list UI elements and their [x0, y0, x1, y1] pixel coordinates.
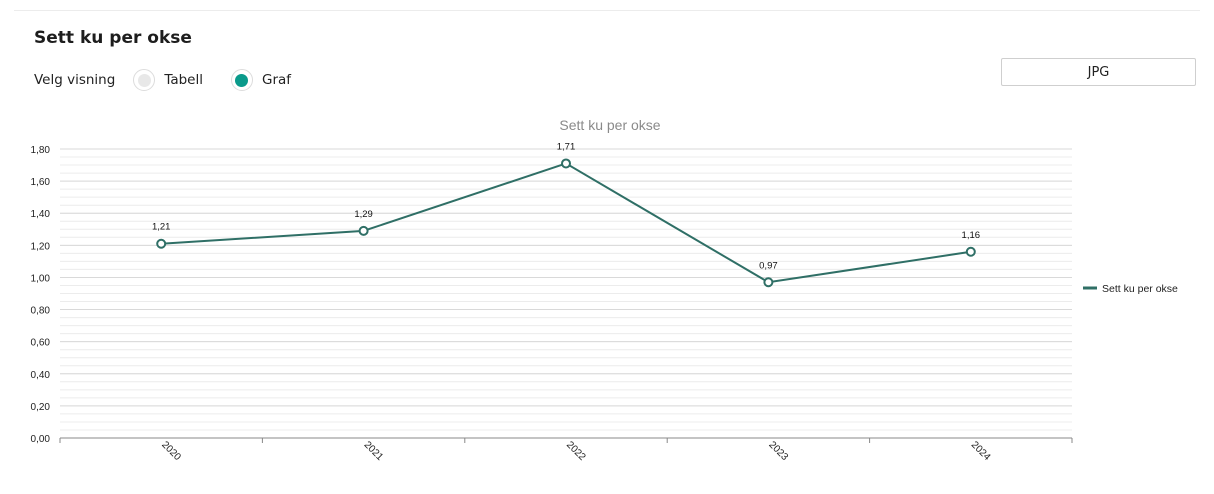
x-tick-label: 2022: [564, 439, 588, 463]
radio-button-graf[interactable]: [230, 69, 253, 91]
radio-label-graf: Graf: [261, 72, 292, 88]
chart-title: Sett ku per okse: [559, 117, 660, 133]
data-label: 1,21: [152, 222, 171, 233]
legend-label: Sett ku per okse: [1102, 283, 1178, 295]
radio-button-tabell[interactable]: [133, 69, 156, 91]
x-tick-label: 2020: [159, 439, 183, 463]
view-selector-label: Velg visning: [34, 72, 116, 88]
y-tick-label: 1,60: [31, 177, 51, 188]
y-tick-label: 0,80: [31, 306, 51, 317]
radio-label-tabell: Tabell: [164, 72, 203, 88]
data-point[interactable]: [763, 277, 774, 288]
x-tick-label: 2023: [766, 439, 790, 463]
top-divider: [14, 10, 1200, 11]
data-label: 1,71: [557, 141, 576, 152]
radio-dot-tabell: [137, 73, 151, 87]
page-title: Sett ku per okse: [34, 28, 192, 48]
radio-tabell[interactable]: Tabell: [133, 69, 203, 91]
y-tick-label: 1,20: [31, 241, 51, 252]
view-selector: Velg visning Tabell Graf: [34, 68, 319, 92]
data-point[interactable]: [561, 158, 571, 169]
y-tick-label: 1,40: [31, 209, 51, 220]
y-tick-label: 1,80: [31, 145, 51, 156]
x-tick-label: 2021: [362, 439, 386, 463]
y-tick-label: 1,00: [31, 273, 51, 284]
y-tick-label: 0,60: [31, 338, 51, 349]
radio-graf[interactable]: Graf: [230, 69, 292, 91]
data-label: 1,29: [354, 209, 373, 220]
y-tick-label: 0,00: [31, 434, 51, 445]
data-label: 0,97: [759, 260, 778, 271]
data-point[interactable]: [358, 225, 369, 236]
y-tick-label: 0,20: [31, 402, 51, 413]
data-point[interactable]: [965, 246, 976, 257]
x-tick-label: 2024: [969, 439, 993, 463]
jpg-export-button[interactable]: JPG: [1001, 58, 1196, 86]
data-point[interactable]: [156, 238, 167, 249]
y-tick-label: 0,40: [31, 370, 51, 381]
radio-dot-graf: [235, 73, 249, 87]
data-label: 1,16: [962, 230, 981, 241]
